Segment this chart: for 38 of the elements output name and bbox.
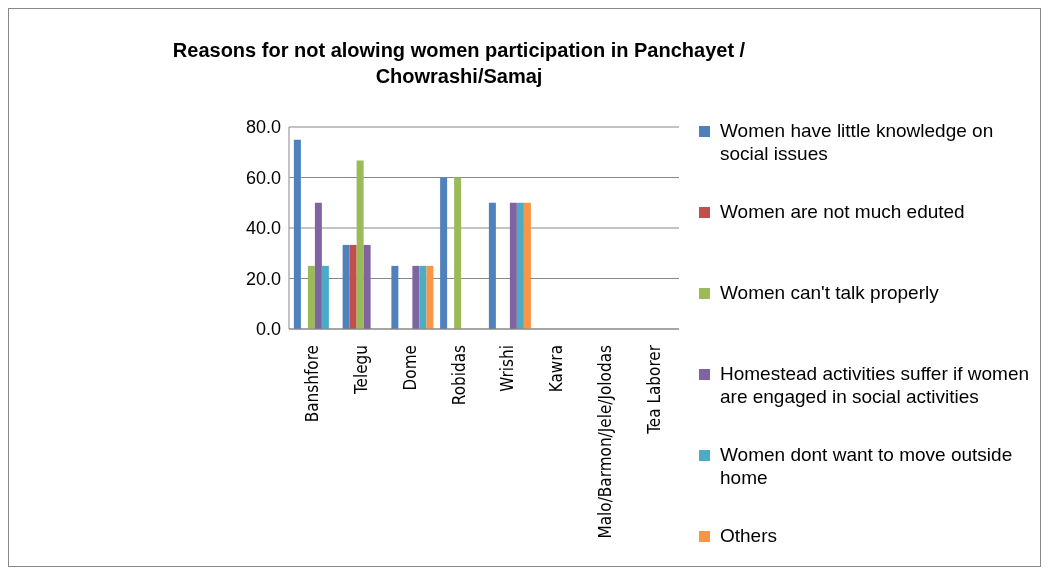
legend-label: Women can't talk properly xyxy=(720,281,939,304)
y-tick-label: 60.0 xyxy=(245,167,281,188)
x-tick-label: Tea Laborer xyxy=(643,344,664,435)
x-tick-label: Kawra xyxy=(546,345,567,393)
legend-label: Women are not much eduted xyxy=(720,200,965,223)
bar xyxy=(314,202,322,329)
y-tick-label: 20.0 xyxy=(245,268,281,289)
y-tick-label: 0.0 xyxy=(255,319,281,340)
bar xyxy=(321,265,329,329)
chart-title: Reasons for not alowing women participation in Panchayet / Chowrashi/Samaj xyxy=(171,38,747,89)
y-tick-label: 80.0 xyxy=(245,117,281,138)
x-tick-label: Robidas xyxy=(448,344,469,406)
x-tick-label: Telegu xyxy=(351,345,372,395)
legend-label: Homestead activities suffer if women are engaged in social activities xyxy=(720,362,1031,408)
bar xyxy=(356,160,364,329)
bar xyxy=(412,265,420,329)
bar xyxy=(349,244,357,329)
bar xyxy=(293,139,301,329)
bar xyxy=(342,244,350,329)
legend-label: Women dont want to move outside home xyxy=(720,443,1014,489)
bar xyxy=(363,244,371,329)
bar xyxy=(391,265,399,329)
bar xyxy=(516,202,524,329)
bar xyxy=(523,202,531,329)
legend-label: Others xyxy=(720,524,778,547)
x-tick-label: Banshfore xyxy=(302,345,323,423)
bar xyxy=(419,265,427,329)
y-tick-label: 40.0 xyxy=(245,218,281,239)
x-tick-label: Dome xyxy=(399,345,420,391)
bar xyxy=(509,202,517,329)
bar xyxy=(454,177,462,329)
bar xyxy=(426,265,434,329)
bar xyxy=(307,265,315,329)
x-tick-label: Wrishi xyxy=(497,345,518,392)
legend-label: Women have little knowledge on social issues xyxy=(720,119,995,165)
bar xyxy=(488,202,496,329)
bar xyxy=(440,177,448,329)
x-tick-label: Malo/Barmon/Jele/Jolodas xyxy=(594,344,615,539)
